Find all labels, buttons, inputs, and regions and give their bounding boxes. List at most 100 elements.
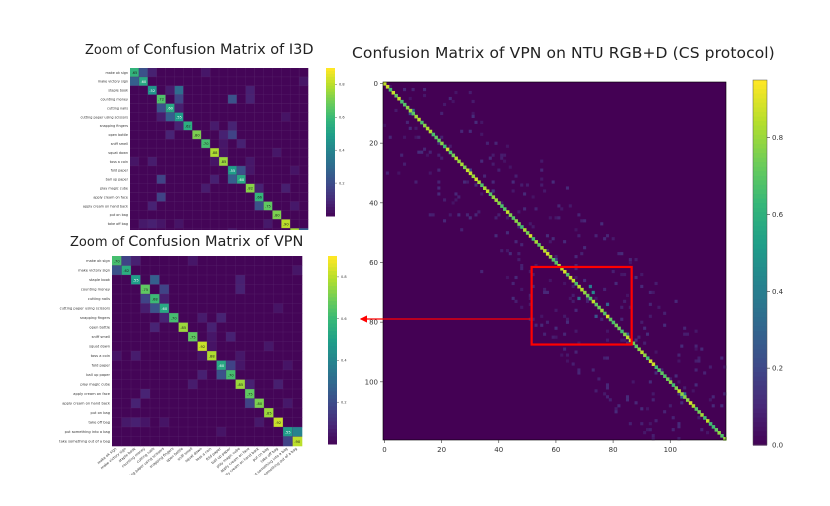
cell <box>648 422 652 426</box>
cell <box>283 351 293 361</box>
cell <box>197 360 208 371</box>
cell <box>299 148 309 158</box>
colorbar-tick-label: 0.6 <box>341 317 347 321</box>
cell <box>534 207 538 211</box>
cell <box>210 76 220 87</box>
cell <box>545 234 549 238</box>
cell <box>628 422 632 426</box>
cell <box>140 322 151 333</box>
cell <box>245 174 255 184</box>
zoom-i3d-chart: .65.60.52.72.60.55.62.80.70.88.85.55.60.… <box>80 68 345 230</box>
cell <box>165 85 175 95</box>
cell <box>685 332 690 336</box>
zoom-vpn-title: Zoom of Confusion Matrix of VPN <box>70 234 303 250</box>
cell <box>236 157 246 167</box>
colorbar-tick-label: 0.4 <box>341 359 347 363</box>
cell <box>273 341 284 352</box>
diagonal-cell <box>648 359 653 364</box>
cell <box>614 281 618 286</box>
cell <box>156 68 166 78</box>
cell <box>290 139 300 149</box>
cell <box>557 216 561 220</box>
cell <box>165 183 175 193</box>
cell <box>494 141 498 145</box>
cell <box>263 174 273 184</box>
cell <box>112 275 122 285</box>
cell <box>677 422 681 426</box>
cell <box>485 141 489 145</box>
cell <box>551 237 555 241</box>
cell <box>254 148 264 158</box>
cell <box>674 299 678 303</box>
cell <box>292 417 303 428</box>
cell <box>674 374 678 378</box>
cell <box>165 130 175 140</box>
cell <box>290 157 300 167</box>
colorbar-segment <box>328 357 337 362</box>
cell <box>299 228 309 230</box>
cell <box>272 85 282 95</box>
cell <box>292 341 303 352</box>
cell <box>174 174 184 184</box>
cell-value-label: .60 <box>167 107 173 111</box>
diagonal-cell <box>468 171 473 176</box>
cell <box>603 237 607 241</box>
cell <box>531 195 535 199</box>
cell <box>520 266 524 271</box>
cell <box>645 332 650 336</box>
cell <box>668 377 672 381</box>
colorbar-segment <box>753 358 767 364</box>
cell <box>150 265 160 276</box>
cell <box>480 132 484 136</box>
cell <box>645 428 650 432</box>
cell <box>571 293 575 297</box>
cell <box>188 256 198 266</box>
colorbar-segment <box>753 257 767 264</box>
cell <box>140 303 151 314</box>
cell <box>711 404 715 408</box>
colorbar-segment <box>326 115 335 119</box>
cell <box>178 379 189 390</box>
cell <box>583 219 587 223</box>
colorbar-segment <box>328 331 337 336</box>
cell <box>131 322 141 333</box>
cell <box>159 427 170 437</box>
cell <box>207 370 217 380</box>
colorbar-segment <box>753 235 767 241</box>
cell <box>183 192 193 202</box>
cell <box>192 121 202 131</box>
cell <box>505 216 509 220</box>
diagonal-cell <box>454 156 458 161</box>
cell-value-label: .92 <box>275 421 281 425</box>
cell <box>468 168 472 172</box>
cell <box>138 157 149 167</box>
cell <box>207 265 217 276</box>
cell <box>210 165 220 176</box>
cell <box>150 427 160 437</box>
cell <box>227 219 238 229</box>
diagonal-cell <box>397 96 401 101</box>
diagonal-cell <box>588 296 593 301</box>
colorbar-segment <box>753 84 767 90</box>
colorbar-segment <box>328 350 337 355</box>
cell <box>227 112 238 122</box>
cell <box>165 76 175 87</box>
colorbar-segment <box>753 372 767 378</box>
cell <box>554 308 558 312</box>
cell <box>159 370 170 380</box>
cell <box>273 265 284 276</box>
cell <box>290 76 300 87</box>
cell <box>131 360 141 371</box>
cell <box>178 408 189 418</box>
cell <box>605 329 610 333</box>
diagonal-cell <box>617 326 621 331</box>
cell <box>631 380 635 384</box>
cell <box>216 256 227 266</box>
cell <box>254 94 264 104</box>
diagonal-cell <box>565 272 570 277</box>
colorbar-segment <box>328 391 337 396</box>
colorbar-segment <box>328 338 337 343</box>
cell <box>468 216 472 220</box>
cell <box>281 201 291 211</box>
cell <box>663 311 667 315</box>
